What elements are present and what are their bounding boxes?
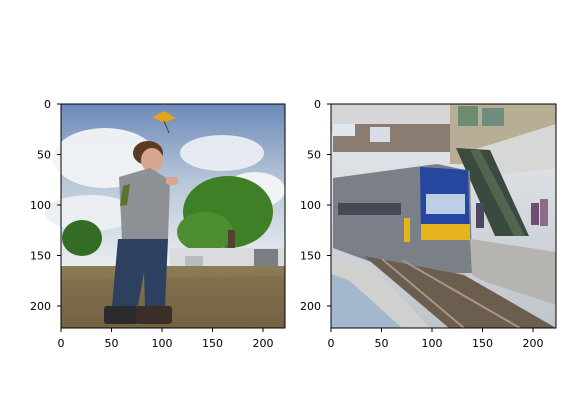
left-image-boy-shirt-print: [120, 184, 130, 206]
left-image-tree-small: [62, 220, 102, 256]
left-image-buildings: [254, 249, 278, 267]
right-image-rail: [381, 258, 465, 329]
right-image-platform-right: [470, 239, 556, 305]
left-y-tick-label: 100: [30, 199, 51, 212]
right-image-stairs-rail: [470, 150, 525, 236]
left-image-boy-jeans: [112, 239, 168, 306]
right-image-window: [482, 108, 504, 126]
right-x-tick-label: 100: [422, 337, 443, 350]
left-x-tick-label: 50: [105, 337, 119, 350]
left-image-cloud: [45, 195, 135, 231]
right-y-tick-label: 200: [300, 300, 321, 313]
right-image-platform-paint: [331, 274, 402, 328]
right-image-train-windows: [338, 203, 401, 215]
left-image-buildings: [185, 256, 203, 268]
left-image-boy-face: [141, 148, 163, 172]
left-y-tick-label: 0: [44, 98, 51, 111]
left-image-cloud: [53, 128, 157, 188]
right-y-tick-label: 150: [300, 250, 321, 263]
right-image-person: [531, 203, 539, 225]
right-axes-frame: [330, 103, 557, 329]
right-y-tick-label: 100: [300, 199, 321, 212]
left-image-cloud: [180, 135, 264, 171]
right-image-train-door: [404, 218, 410, 242]
left-x-tick-label: 0: [58, 337, 65, 350]
left-panel: 0 50 100 150 200 0 50 100 150 200: [30, 98, 286, 350]
left-x-tick-label: 150: [202, 337, 223, 350]
left-image-boy-shoe: [136, 306, 172, 324]
right-image-person: [540, 199, 548, 226]
left-y-tick-label: 50: [37, 149, 51, 162]
right-image-sign: [333, 124, 355, 136]
right-x-tick-label: 50: [375, 337, 389, 350]
right-x-tick-label: 0: [328, 337, 335, 350]
left-x-axis: 0 50 100 150 200: [58, 328, 274, 350]
left-image-ground-shadow: [61, 276, 285, 328]
right-y-axis: 0 50 100 150 200: [300, 98, 331, 313]
right-x-axis: 0 50 100 150 200: [328, 328, 544, 350]
left-image-kite-tail: [163, 120, 170, 134]
left-axes-frame: [60, 103, 286, 329]
left-image-boy-shoe: [104, 306, 138, 324]
left-x-tick-label: 200: [253, 337, 274, 350]
right-image-platform-left: [331, 255, 430, 328]
left-image-kite: [152, 111, 176, 123]
left-image-boy-shirt: [119, 168, 170, 239]
left-y-tick-label: 200: [30, 300, 51, 313]
right-y-tick-label: 0: [314, 98, 321, 111]
right-image-window: [458, 106, 478, 126]
right-y-tick-label: 50: [307, 149, 321, 162]
left-image-ground: [61, 266, 285, 328]
left-y-axis: 0 50 100 150 200: [30, 98, 61, 313]
left-image-tree-large: [177, 212, 233, 252]
right-image-person: [476, 203, 484, 228]
right-image-train-yellow: [421, 224, 470, 240]
right-panel: 0 50 100 150 200 0 50 100 150 200: [300, 98, 557, 350]
right-image-train-windshield: [426, 194, 465, 214]
right-image-tracks: [364, 256, 556, 328]
right-image-banner: [370, 127, 390, 142]
left-y-tick-label: 150: [30, 250, 51, 263]
right-x-tick-label: 150: [472, 337, 493, 350]
left-x-tick-label: 100: [152, 337, 173, 350]
right-image-rail: [401, 259, 521, 329]
left-image-boy-hand: [166, 177, 178, 185]
right-x-tick-label: 200: [523, 337, 544, 350]
